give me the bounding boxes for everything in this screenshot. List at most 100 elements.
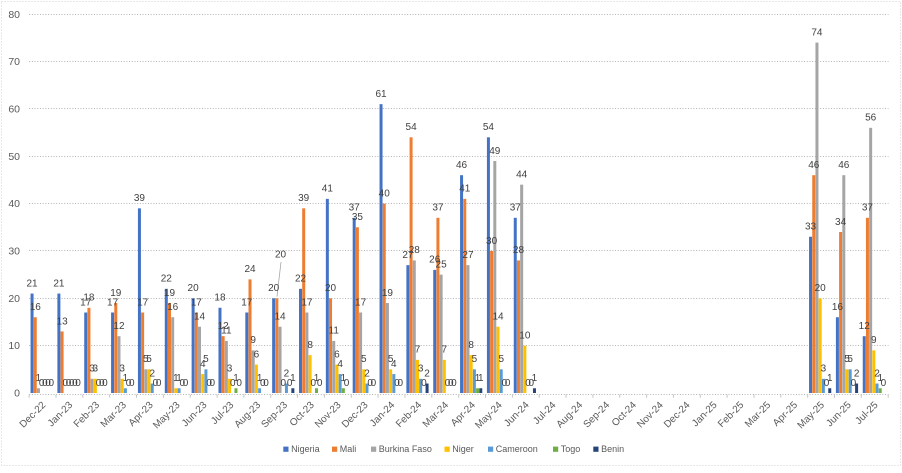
svg-text:Mali: Mali [340, 444, 357, 454]
svg-text:70: 70 [8, 56, 20, 68]
svg-text:1: 1 [532, 373, 538, 384]
svg-text:0: 0 [48, 378, 54, 389]
svg-text:20: 20 [325, 283, 337, 294]
svg-text:2: 2 [424, 368, 430, 379]
svg-text:19: 19 [110, 288, 122, 299]
svg-text:0: 0 [126, 378, 132, 389]
svg-text:5: 5 [143, 354, 149, 365]
svg-text:1: 1 [877, 373, 883, 384]
svg-text:16: 16 [832, 302, 844, 313]
svg-text:20: 20 [815, 283, 827, 294]
svg-text:6: 6 [254, 349, 260, 360]
svg-text:10: 10 [519, 330, 531, 341]
svg-text:56: 56 [865, 113, 877, 124]
svg-text:30: 30 [486, 236, 498, 247]
svg-text:4: 4 [391, 359, 397, 370]
svg-text:2: 2 [854, 368, 860, 379]
svg-text:20: 20 [8, 293, 20, 305]
svg-text:4: 4 [200, 359, 206, 370]
svg-text:54: 54 [406, 122, 418, 133]
svg-text:7: 7 [415, 345, 421, 356]
svg-text:17: 17 [80, 297, 92, 308]
svg-text:1: 1 [341, 373, 347, 384]
svg-text:9: 9 [871, 335, 877, 346]
svg-text:18: 18 [83, 293, 95, 304]
svg-text:14: 14 [492, 312, 504, 323]
svg-text:41: 41 [322, 184, 334, 195]
svg-text:24: 24 [244, 264, 256, 275]
svg-text:0: 0 [153, 378, 159, 389]
svg-text:3: 3 [821, 364, 827, 375]
svg-text:0: 0 [99, 378, 105, 389]
svg-text:0: 0 [394, 378, 400, 389]
svg-text:0: 0 [280, 378, 286, 389]
svg-text:5: 5 [146, 354, 152, 365]
svg-text:1: 1 [827, 373, 833, 384]
svg-text:0: 0 [502, 378, 508, 389]
svg-text:3: 3 [89, 364, 95, 375]
svg-text:5: 5 [498, 354, 504, 365]
svg-text:0: 0 [39, 378, 45, 389]
svg-text:17: 17 [241, 297, 253, 308]
svg-text:0: 0 [371, 378, 377, 389]
svg-text:11: 11 [221, 326, 232, 337]
svg-text:0: 0 [179, 378, 185, 389]
svg-text:0: 0 [881, 378, 887, 389]
svg-text:60: 60 [8, 104, 20, 116]
svg-text:27: 27 [402, 250, 414, 261]
svg-text:10: 10 [8, 340, 20, 352]
svg-text:17: 17 [301, 297, 313, 308]
svg-text:49: 49 [489, 146, 501, 157]
svg-text:2: 2 [284, 368, 290, 379]
svg-text:1: 1 [478, 373, 484, 384]
svg-text:1: 1 [314, 373, 320, 384]
svg-text:25: 25 [436, 259, 448, 270]
svg-text:3: 3 [119, 364, 125, 375]
svg-text:0: 0 [528, 378, 534, 389]
svg-text:1: 1 [475, 373, 481, 384]
svg-text:5: 5 [844, 354, 850, 365]
svg-text:7: 7 [442, 345, 448, 356]
svg-text:1: 1 [36, 373, 42, 384]
svg-text:18: 18 [214, 293, 226, 304]
svg-text:2: 2 [874, 368, 880, 379]
svg-text:44: 44 [516, 169, 528, 180]
svg-text:21: 21 [26, 278, 38, 289]
svg-text:34: 34 [835, 217, 847, 228]
svg-text:37: 37 [432, 203, 444, 214]
svg-text:5: 5 [203, 354, 209, 365]
svg-text:80: 80 [8, 9, 20, 21]
svg-text:74: 74 [811, 27, 823, 38]
svg-text:30: 30 [8, 246, 20, 258]
svg-text:0: 0 [156, 378, 162, 389]
svg-text:21: 21 [53, 278, 65, 289]
svg-text:6: 6 [334, 349, 340, 360]
svg-text:33: 33 [805, 222, 817, 233]
svg-text:11: 11 [329, 326, 340, 337]
svg-text:3: 3 [93, 364, 99, 375]
svg-text:Benin: Benin [601, 444, 624, 454]
svg-text:54: 54 [483, 122, 495, 133]
svg-text:Togo: Togo [561, 444, 581, 454]
svg-text:19: 19 [382, 288, 394, 299]
svg-text:3: 3 [227, 364, 233, 375]
svg-text:27: 27 [462, 250, 474, 261]
svg-text:0: 0 [824, 378, 830, 389]
svg-text:0: 0 [448, 378, 454, 389]
svg-text:50: 50 [8, 151, 20, 163]
svg-text:0: 0 [367, 378, 373, 389]
svg-text:19: 19 [164, 288, 176, 299]
svg-text:8: 8 [468, 340, 474, 351]
svg-text:0: 0 [263, 378, 269, 389]
svg-text:0: 0 [851, 378, 857, 389]
svg-text:2: 2 [149, 368, 155, 379]
svg-text:0: 0 [451, 378, 457, 389]
svg-text:0: 0 [287, 378, 293, 389]
svg-text:5: 5 [388, 354, 394, 365]
svg-text:46: 46 [808, 160, 820, 171]
svg-text:1: 1 [173, 373, 179, 384]
svg-text:0: 0 [210, 378, 216, 389]
svg-text:12: 12 [113, 321, 125, 332]
svg-text:28: 28 [513, 245, 525, 256]
svg-text:37: 37 [862, 203, 874, 214]
